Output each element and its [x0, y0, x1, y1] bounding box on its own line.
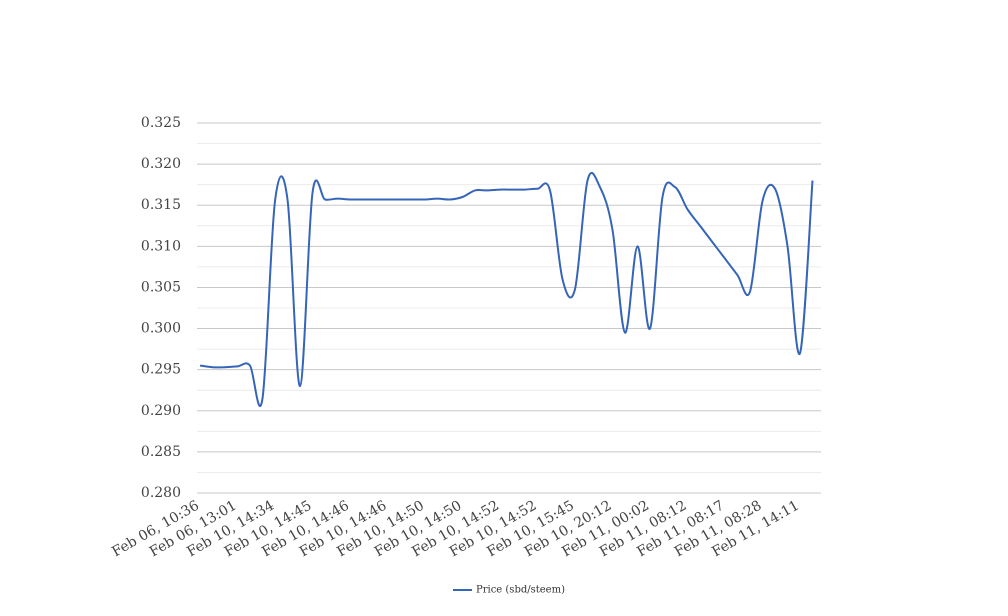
y-tick-label: 0.295: [141, 362, 181, 378]
y-tick-label: 0.310: [141, 238, 181, 254]
y-tick-label: 0.285: [141, 444, 181, 460]
y-tick-label: 0.320: [141, 156, 181, 172]
y-tick-label: 0.280: [141, 485, 181, 501]
y-tick-label: 0.300: [141, 321, 181, 337]
legend-label: Price (sbd/steem): [476, 585, 565, 596]
y-tick-label: 0.325: [141, 115, 181, 131]
y-tick-label: 0.315: [141, 197, 181, 213]
price-line: [199, 172, 814, 408]
y-tick-label: 0.290: [141, 403, 181, 419]
y-tick-label: 0.305: [141, 279, 181, 295]
